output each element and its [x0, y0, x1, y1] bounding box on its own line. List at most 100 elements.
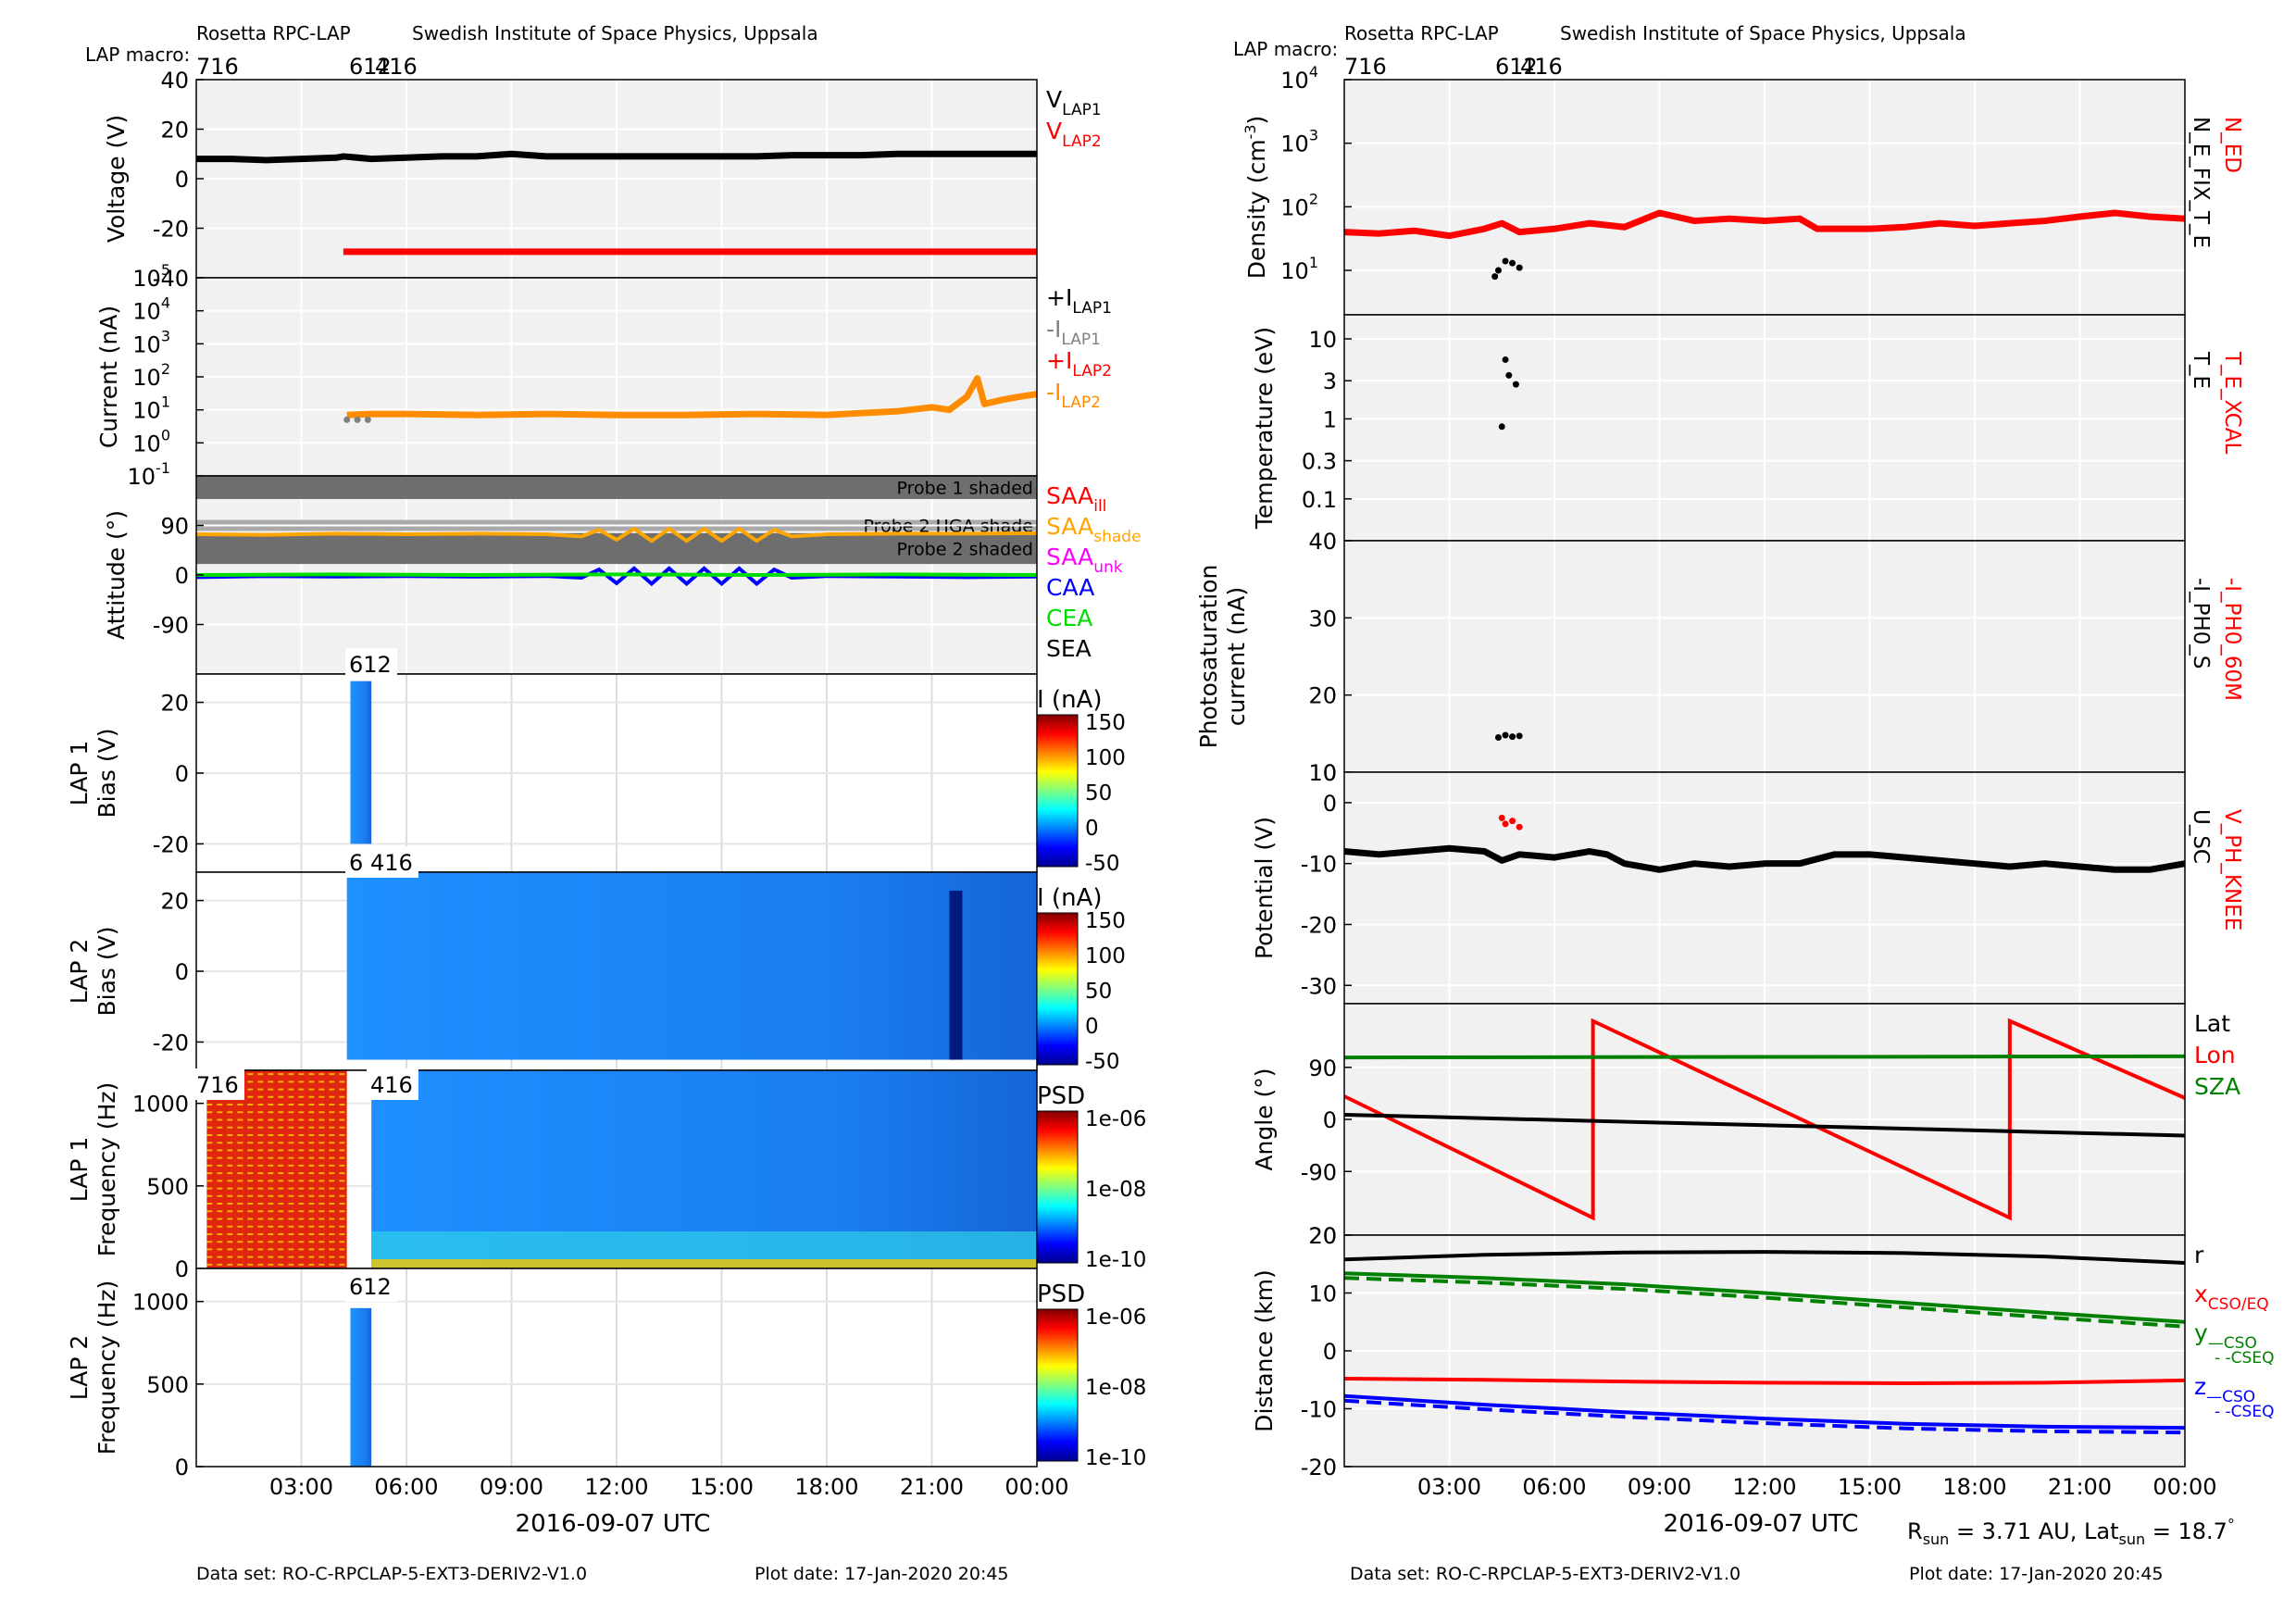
time-tick-label: 03:00 — [1417, 1474, 1481, 1500]
angle-legend-text: Lon — [2194, 1042, 2236, 1068]
current-series--ILAP2 — [346, 375, 1038, 418]
potential-ytick-label: 0 — [1323, 791, 1337, 817]
lap1_bias-block — [350, 681, 372, 844]
distance-legend-sub: CSO/EQ — [2208, 1295, 2269, 1314]
temperature-point-T_E — [1502, 356, 1509, 363]
density-point-N_E_FIX_T_E — [1509, 259, 1516, 267]
current-legend-entry: +ILAP2 — [1046, 347, 1112, 381]
attitude-ytick-label: 0 — [175, 563, 189, 589]
lap1_freq-macro-tag-bg — [193, 1068, 244, 1100]
attitude-ylabel-text: Attitude (°) — [103, 510, 130, 640]
distance-series-r — [1343, 1250, 2186, 1265]
lap1_bias-ytick-label: 20 — [160, 691, 189, 717]
lap2_bias-ylabel: Bias (V) — [94, 927, 120, 1017]
temperature-ytick-label: 10 — [1308, 327, 1337, 353]
attitude-legend-sub: unk — [1093, 558, 1123, 577]
lap1_bias-macro-tag-bg — [345, 648, 397, 680]
lap2_freq-ytick-label: 1000 — [132, 1290, 189, 1316]
current-ytick-label: 101 — [132, 394, 170, 424]
current-ytick-exp: 2 — [161, 360, 170, 378]
attitude-legend-text: SAA — [1046, 482, 1093, 509]
current-point--ILAP1 — [343, 416, 351, 423]
potential-ylabel: Potential (V) — [1251, 817, 1278, 959]
potential-ytick-label: -10 — [1301, 852, 1337, 878]
lap1_freq-colorbar-tick: 1e-06 — [1085, 1107, 1146, 1131]
distance-ylabel-text: Distance (km) — [1251, 1269, 1278, 1432]
header-right-instrument: Rosetta RPC-LAP — [1344, 22, 1499, 44]
angle-legend-text: SZA — [2194, 1073, 2240, 1100]
voltage-legend-text: V — [1046, 118, 1062, 144]
potential-series-U_SC — [1343, 844, 2186, 873]
lap1_freq-colorbar-tick: 1e-10 — [1085, 1248, 1146, 1272]
potential-ytick-label: -20 — [1301, 912, 1337, 938]
density-ylabel: Density (cm-3) — [1242, 116, 1270, 280]
density-ylabel-sup: -3 — [1242, 124, 1259, 139]
angle-ytick-label: 20 — [1308, 1223, 1337, 1249]
angle-ylabel-text: Angle (°) — [1251, 1068, 1278, 1170]
attitude-legend-text: SEA — [1046, 635, 1092, 662]
lap2_freq-ytick-label: 0 — [175, 1455, 189, 1480]
photosat-point--I_PH0_S — [1502, 731, 1509, 739]
attitude-legend-entry: SAAunk — [1046, 543, 1123, 577]
photosat-legend-entry: -I_PH0_S — [2189, 578, 2213, 668]
distance-legend-sub2: - -CSEQ — [2215, 1349, 2274, 1368]
voltage-ylabel-text: Voltage (V) — [103, 115, 130, 243]
current-ytick-base: 10 — [132, 299, 161, 325]
attitude-shade-label: Probe 1 shaded — [897, 478, 1033, 498]
potential-point-V_PH_KNEE — [1516, 823, 1523, 831]
distance-series-x — [1343, 1377, 2186, 1386]
distance-legend-entry: y—CSO — [2194, 1319, 2257, 1353]
sun-lat-value: = 18.7 — [2145, 1518, 2227, 1544]
lap2_bias-ytick-label: 0 — [175, 959, 189, 985]
distance-series-z — [1343, 1393, 2186, 1430]
current-ytick-exp: 3 — [161, 327, 170, 344]
attitude-ylabel: Attitude (°) — [103, 510, 130, 640]
distance-ytick-label: -10 — [1301, 1397, 1337, 1423]
distance-ytick-label: 20 — [1308, 1223, 1337, 1249]
attitude-legend-entry: CAA — [1046, 574, 1094, 601]
header-left-macro-612: 612 — [349, 54, 392, 80]
lap2_bias-ylabel: LAP 2 — [66, 939, 93, 1005]
header-right-macro-label: LAP macro: — [1233, 38, 1338, 60]
density-point-N_E_FIX_T_E — [1502, 257, 1509, 265]
temperature-ytick-label: 1 — [1323, 406, 1337, 432]
distance-ytick-label: -20 — [1301, 1455, 1337, 1480]
photosat-point--I_PH0_S — [1516, 732, 1523, 740]
photosat-ylabel: current (nA) — [1223, 587, 1250, 727]
attitude-legend-entry: SAAill — [1046, 482, 1106, 516]
voltage-legend-entry: VLAP2 — [1046, 118, 1102, 151]
potential-ylabel-text: Potential (V) — [1251, 817, 1278, 959]
attitude-ytick-label: -90 — [153, 613, 189, 639]
density-ytick-label: 102 — [1280, 190, 1318, 220]
angle-ylabel: Angle (°) — [1251, 1068, 1278, 1170]
panel-lap2_bias: 20 0 -20 LAP 2 Bias (V) I (nA)150 100 50 0 -50 6 41… — [66, 846, 1126, 1074]
time-tick-label: 12:00 — [1732, 1474, 1796, 1500]
angle-series-SZA — [1343, 1054, 2186, 1060]
temperature-ytick-label: 3 — [1323, 369, 1337, 394]
lap1_bias-colorbar-label: I (nA) — [1037, 686, 1102, 714]
lap1_bias-macro-tag: 612 — [349, 652, 392, 678]
lap2_freq-block — [350, 1307, 372, 1467]
lap1_bias-colorbar-tick: 150 — [1085, 711, 1126, 735]
temperature-point-T_E — [1512, 381, 1519, 388]
lap1_freq-ytick-label: 1000 — [132, 1092, 189, 1118]
panel-photosat: 40 30 20 100 Photosaturation current (nA) -I_P… — [1195, 529, 2244, 786]
lap2_bias-colorbar — [1036, 912, 1079, 1066]
time-tick-label: 03:00 — [269, 1474, 333, 1500]
lap1_freq-macro-tag: 716 — [196, 1072, 239, 1098]
voltage-ytick-label: -40 — [153, 266, 189, 292]
panel-potential: 0 -10 -20 -30 Potential (V) V_PH_KNEE U_SC — [1251, 771, 2244, 1005]
photosat-ytick-label: 20 — [1308, 683, 1337, 709]
lap2_bias-colorbar-tick: 150 — [1085, 909, 1126, 933]
current-point--ILAP1 — [354, 416, 361, 423]
distance-legend-entry: z—CSO — [2194, 1373, 2255, 1406]
temperature-legend-entry: T_E_XCAL — [2220, 351, 2244, 454]
sun-info: Rsun = 3.71 AU, Latsun = 18.7° — [1907, 1516, 2235, 1548]
current-legend-entry: -ILAP1 — [1046, 316, 1101, 349]
lap1_freq-ytick-label: 500 — [146, 1174, 189, 1200]
current-legend-sub: LAP2 — [1072, 362, 1112, 381]
lap1_bias-ylabel: Bias (V) — [94, 729, 120, 818]
